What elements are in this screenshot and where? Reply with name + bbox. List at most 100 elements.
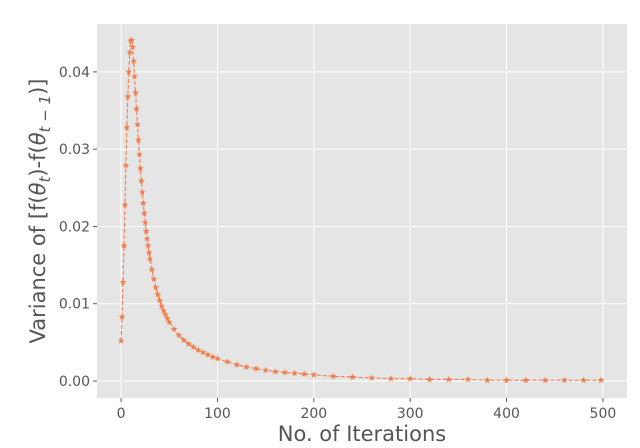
data-point <box>136 164 144 172</box>
y-label-mid: )-f( <box>26 145 50 176</box>
data-point <box>124 93 132 100</box>
y-tick-label: 0.02 <box>59 219 90 235</box>
data-point <box>541 376 549 384</box>
x-tick-label: 300 <box>397 406 424 422</box>
data-point <box>128 36 136 44</box>
x-tick-label: 0 <box>117 406 126 422</box>
data-point <box>300 370 308 377</box>
data-point <box>129 43 137 51</box>
data-point <box>387 375 395 382</box>
data-point <box>143 235 151 242</box>
data-point <box>156 297 164 304</box>
data-point <box>123 123 131 131</box>
grid-lines <box>97 24 627 398</box>
data-point <box>119 278 127 285</box>
data-point <box>146 255 154 262</box>
data-point <box>464 375 472 383</box>
y-label-theta-1: θ <box>26 182 50 195</box>
plot-background <box>97 24 627 398</box>
data-point <box>368 374 376 381</box>
data-point <box>503 376 510 384</box>
data-point <box>135 150 143 158</box>
data-point <box>406 375 414 382</box>
data-point <box>134 120 141 128</box>
y-tick-label: 0.01 <box>59 297 90 313</box>
data-point <box>150 275 158 282</box>
data-point <box>560 376 568 384</box>
data-point <box>148 266 156 273</box>
x-tick-label: 100 <box>204 406 231 422</box>
data-point <box>145 249 153 256</box>
data-point <box>291 369 298 377</box>
data-point <box>271 368 279 375</box>
data-point <box>158 302 165 309</box>
data-point <box>122 161 130 169</box>
data-point <box>185 340 192 347</box>
x-axis-label: No. of Iterations <box>278 422 446 446</box>
x-tick-label: 500 <box>590 406 617 422</box>
data-point <box>144 242 152 249</box>
data-point <box>139 199 147 207</box>
data-point <box>142 227 150 234</box>
data-point <box>580 376 588 384</box>
data-point <box>597 376 605 384</box>
data-point <box>141 218 149 226</box>
data-point <box>121 201 129 208</box>
data-point <box>199 348 207 356</box>
data-point <box>135 136 142 143</box>
data-point <box>132 89 139 96</box>
data-point <box>348 373 356 381</box>
data-point <box>137 177 145 184</box>
data-point <box>204 351 212 358</box>
x-tick-label: 200 <box>300 406 327 422</box>
tick-labels: 0 100 200 300 400 500 0.00 0.01 0.02 0.03 0.04 <box>59 65 616 422</box>
data-point <box>140 209 148 217</box>
data-point <box>194 346 202 353</box>
data-point <box>165 318 173 326</box>
y-label-sub-1: t <box>36 176 54 183</box>
data-point <box>117 337 125 344</box>
data-point <box>154 290 162 298</box>
y-tick-label: 0.03 <box>59 142 90 158</box>
data-point <box>223 358 231 365</box>
data-point <box>242 363 250 370</box>
y-label-sub-2: t − 1 <box>36 95 54 133</box>
data-point <box>163 314 171 322</box>
data-point <box>120 242 128 249</box>
data-point <box>133 105 140 112</box>
data-point <box>131 72 139 80</box>
data-point <box>445 375 453 383</box>
data-point <box>281 368 289 376</box>
data-point <box>189 343 197 350</box>
y-tick-label: 0.04 <box>59 65 90 81</box>
data-point <box>252 365 260 372</box>
data-point <box>138 188 146 196</box>
data-point <box>152 283 160 291</box>
data-point <box>310 371 318 378</box>
x-tick-label: 400 <box>493 406 520 422</box>
y-tick-label: 0.00 <box>59 374 90 390</box>
data-point <box>214 354 221 362</box>
y-axis-label: Variance of [f(θt)-f(θt − 1)] <box>26 79 54 344</box>
data-point <box>233 361 241 368</box>
data-point <box>160 307 167 314</box>
data-point <box>130 57 138 64</box>
data-point <box>209 353 217 360</box>
data-point <box>118 313 126 320</box>
data-point <box>180 336 188 343</box>
data-point <box>125 68 133 75</box>
data-point <box>161 310 169 318</box>
data-point <box>522 376 530 384</box>
data-point <box>329 372 337 380</box>
data-point <box>262 366 270 374</box>
data-point <box>483 376 491 384</box>
data-point <box>170 325 178 333</box>
y-label-prefix: Variance of [f( <box>26 195 50 343</box>
y-label-theta-2: θ <box>26 132 50 145</box>
data-point <box>426 375 433 383</box>
data-point <box>175 331 183 339</box>
y-label-suffix: )] <box>26 79 50 95</box>
data-point <box>126 48 134 56</box>
data-series <box>117 36 605 384</box>
